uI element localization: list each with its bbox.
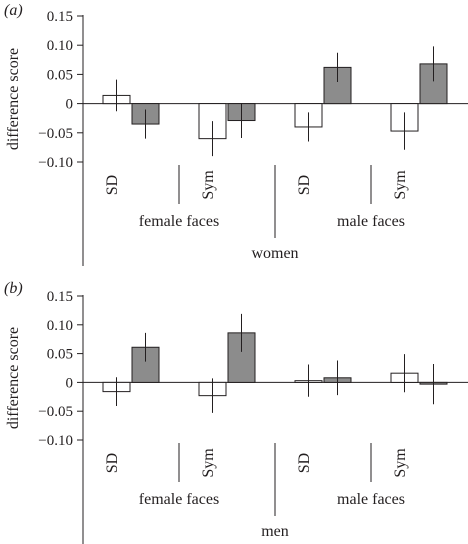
chart-panel-a: (a) difference score 0.15 0.10 0.05 0 −0.05 −0.… [4,2,468,266]
panel-label: (a) [4,2,23,19]
y-tick-label: −0.05 [38,404,73,420]
condition-label: Sym [200,170,217,200]
face-group-label: female faces [139,213,219,230]
participant-group-label: women [251,245,298,262]
y-tick-label: −0.10 [38,433,73,449]
chart-panel-b: (b) difference score 0.15 0.10 0.05 0 −0.05 −0.… [4,280,468,544]
condition-label: SD [104,175,121,195]
y-tick-label: 0 [66,375,74,391]
participant-group-label: men [261,523,289,540]
y-tick-label: 0.05 [47,67,73,83]
condition-label: Sym [200,448,217,478]
y-tick-label: 0.15 [47,9,73,25]
y-tick-label: 0.05 [47,347,73,363]
condition-label: SD [104,453,121,473]
condition-label: SD [296,175,313,195]
face-group-label: male faces [337,213,405,230]
y-tick-label: 0.10 [47,38,73,54]
y-axis-label: difference score [5,327,22,429]
panel-label: (b) [4,280,23,297]
condition-label: Sym [392,170,409,200]
face-group-label: female faces [139,491,219,508]
y-tick-label: 0.15 [47,289,73,305]
y-tick-label: −0.05 [38,126,73,142]
face-group-label: male faces [337,491,405,508]
y-tick-label: −0.10 [38,155,73,171]
y-axis-label: difference score [5,48,22,150]
condition-label: Sym [392,448,409,478]
condition-label: SD [296,453,313,473]
y-tick-label: 0.10 [47,318,73,334]
y-tick-label: 0 [66,97,74,113]
